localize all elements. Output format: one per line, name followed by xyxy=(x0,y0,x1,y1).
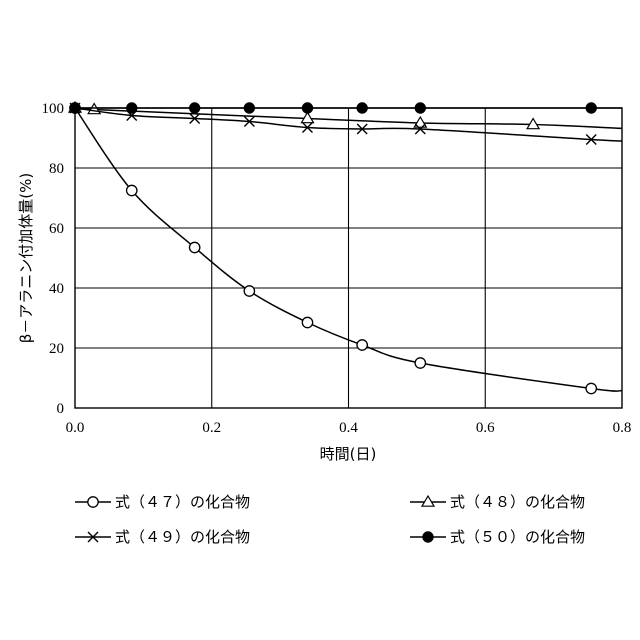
x-tick-label: 0.8 xyxy=(613,420,632,436)
legend-entry: 式（４８）の化合物 xyxy=(410,493,585,511)
x-tick-label: 0.2 xyxy=(202,420,221,436)
data-point xyxy=(302,317,312,327)
data-point xyxy=(415,103,425,113)
data-point xyxy=(586,383,596,393)
data-point xyxy=(422,496,434,506)
data-point xyxy=(423,532,433,542)
data-point xyxy=(302,103,312,113)
x-axis-label: 時間(日) xyxy=(320,445,377,463)
data-point xyxy=(244,286,254,296)
series-line xyxy=(71,108,622,128)
data-point xyxy=(527,119,539,129)
series-2 xyxy=(69,102,622,129)
legend-label: 式（４７）の化合物 xyxy=(115,493,250,511)
data-point xyxy=(586,103,596,113)
y-tick-label: 40 xyxy=(49,281,64,297)
legend-label: 式（４８）の化合物 xyxy=(450,493,585,511)
x-tick-label: 0.0 xyxy=(66,420,85,436)
data-point xyxy=(88,497,98,507)
x-tick-label: 0.6 xyxy=(476,420,495,436)
data-point xyxy=(70,103,80,113)
legend: 式（４７）の化合物 式（４８）の化合物式（４９）の化合物 式（５０）の化合物 xyxy=(75,493,585,546)
y-tick-label: 60 xyxy=(49,221,64,237)
data-point xyxy=(189,242,199,252)
legend-label: 式（５０）の化合物 xyxy=(450,528,585,546)
data-point xyxy=(244,103,254,113)
x-tick-label: 0.4 xyxy=(339,420,358,436)
legend-entry: 式（４９）の化合物 xyxy=(75,528,250,546)
series-3 xyxy=(70,103,622,145)
legend-entry: 式（５０）の化合物 xyxy=(410,528,585,546)
y-tick-label: 0 xyxy=(57,401,65,417)
data-point xyxy=(357,103,367,113)
y-tick-label: 20 xyxy=(49,341,64,357)
data-point xyxy=(127,185,137,195)
y-tick-label: 100 xyxy=(42,101,65,117)
y-tick-label: 80 xyxy=(49,161,64,177)
legend-label: 式（４９）の化合物 xyxy=(115,528,250,546)
data-point xyxy=(189,103,199,113)
gridlines xyxy=(75,108,622,408)
data-point xyxy=(127,103,137,113)
legend-entry: 式（４７）の化合物 xyxy=(75,493,250,511)
y-axis-label: β－アラニン付加体量(%) xyxy=(17,173,35,344)
data-point xyxy=(415,358,425,368)
series-1 xyxy=(70,103,622,394)
data-point xyxy=(357,340,367,350)
series-layer xyxy=(69,102,622,394)
tick-labels: 0.0 0.2 0.4 0.6 0.8 0 20 40 60 80 100 xyxy=(42,101,632,436)
